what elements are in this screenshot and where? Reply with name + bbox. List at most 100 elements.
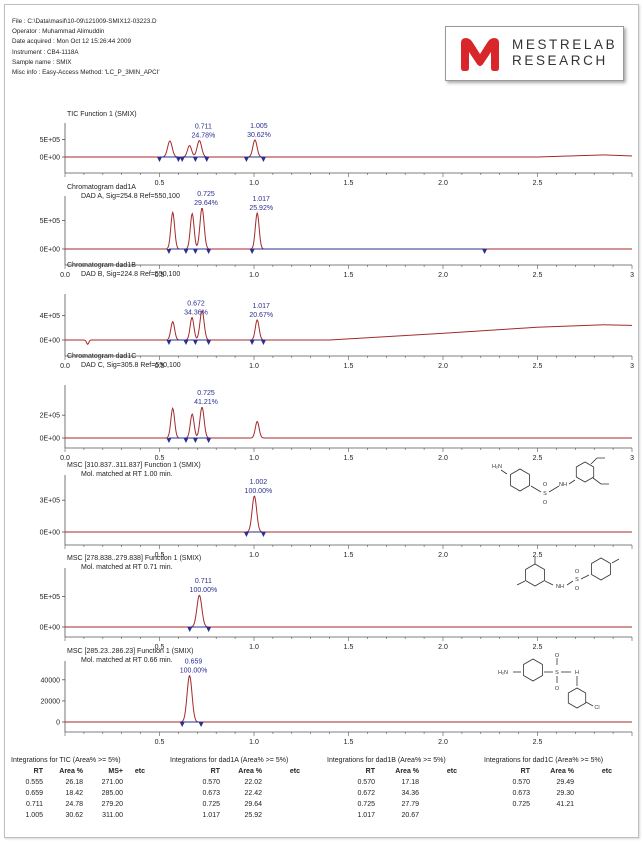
column-header: RT <box>520 768 530 775</box>
integration-marker <box>175 157 181 162</box>
x-tick-label: 1.5 <box>344 180 354 187</box>
report-page: File : C:\Data\masif\10-09\121009-SMIX12… <box>4 4 639 838</box>
logo-line: MESTRELAB <box>512 37 618 52</box>
x-tick-label: 1.5 <box>344 363 354 370</box>
x-tick-label: 2.5 <box>533 363 543 370</box>
x-tick-label: 2.0 <box>438 363 448 370</box>
peak-label: 25.92% <box>249 205 273 212</box>
table-cell: 1.017 <box>357 812 375 819</box>
logo-line: RESEARCH <box>512 53 608 68</box>
x-tick-label: 0.5 <box>155 272 165 279</box>
integration-marker <box>260 340 266 345</box>
mestrelab-logo: MESTRELAB RESEARCH <box>445 26 624 81</box>
file-info-line: Operator : Muhammad Alimuddin <box>12 28 105 36</box>
atom-label: S <box>543 491 547 497</box>
chromatogram-trace <box>65 407 632 439</box>
chromatogram-trace <box>65 674 632 723</box>
x-tick-label: 2.0 <box>438 455 448 462</box>
peak-label: 0.659 <box>185 659 203 666</box>
panel-subtitle: Mol. matched at RT 0.66 min. <box>81 657 173 664</box>
table-cell: 17.18 <box>401 779 419 786</box>
x-tick-label: 3 <box>630 363 634 370</box>
table-title: Integrations for dad1A (Area% >= 5%) <box>170 757 289 764</box>
x-tick-label: 1.0 <box>249 180 259 187</box>
x-tick-label: 0.5 <box>155 455 165 462</box>
x-tick-label: 2.5 <box>533 272 543 279</box>
table-cell: 0.570 <box>202 779 220 786</box>
chromatogram-trace <box>65 495 632 533</box>
table-cell: 0.659 <box>25 790 43 797</box>
integration-marker <box>249 249 255 254</box>
table-cell: 29.64 <box>244 801 262 808</box>
column-header: Area % <box>59 768 83 775</box>
y-tick-label: 3E+05 <box>40 498 61 505</box>
panel-subtitle: DAD A, Sig=254.8 Ref=550,100 <box>81 193 180 200</box>
integration-marker <box>183 340 189 345</box>
x-tick-label: 3 <box>630 272 634 279</box>
pyrimidine-ring <box>525 563 545 587</box>
bond <box>544 580 554 586</box>
bond <box>611 558 620 564</box>
x-tick-label: 1.0 <box>249 455 259 462</box>
y-tick-label: 5E+05 <box>40 594 61 601</box>
atom-label: H₂N <box>498 670 508 676</box>
bond <box>590 457 605 465</box>
column-header: etc <box>446 768 457 775</box>
benzene-ring <box>510 468 530 492</box>
peak-label: 20.67% <box>249 312 273 319</box>
pyrimidine-ring <box>575 461 595 483</box>
integration-marker <box>206 249 212 254</box>
chart-panel-5: MSC [310.837..311.837] Function 1 (SMIX)… <box>40 457 633 559</box>
integration-marker <box>192 340 198 345</box>
integration-marker <box>206 438 212 443</box>
bond <box>500 469 508 475</box>
table-cell: 29.49 <box>556 779 574 786</box>
x-tick-label: 0.5 <box>155 180 165 187</box>
table-cell: 1.005 <box>25 812 43 819</box>
atom-label: O <box>575 586 580 592</box>
integration-marker <box>206 340 212 345</box>
table-cell: 41.21 <box>556 801 574 808</box>
table-cell: 311.00 <box>102 812 123 819</box>
table-cell: 0.725 <box>512 801 530 808</box>
molecule-sulfachloropyridazine: H₂N S O O H Cl <box>498 653 600 711</box>
molecule-sulfadimethoxine: H₂N S NH O O <box>492 457 609 506</box>
table-title: Integrations for dad1C (Area% >= 5%) <box>484 757 604 764</box>
peak-label: 24.78% <box>192 133 216 140</box>
file-info: File : C:\Data\masif\10-09\121009-SMIX12… <box>12 17 160 78</box>
panel-subtitle: DAD C, Sig=305.8 Ref=550,100 <box>81 362 181 369</box>
integration-marker <box>187 627 193 632</box>
table-cell: 27.79 <box>401 801 419 808</box>
benzene-ring <box>591 557 611 581</box>
panel-title: Chromatogram dad1A <box>67 184 136 191</box>
file-info-line: Sample name : SMIX <box>12 58 72 66</box>
chromatogram-trace <box>65 594 632 628</box>
peak-label: 100.00% <box>180 668 208 675</box>
y-tick-label: 0E+00 <box>40 625 61 632</box>
table-cell: 0.673 <box>512 790 530 797</box>
atom-label: H₂N <box>492 464 502 470</box>
x-tick-label: 0.5 <box>155 739 165 745</box>
integration-marker <box>183 438 189 443</box>
atom-label: O <box>543 482 548 488</box>
bond <box>566 580 574 586</box>
bond <box>585 701 594 707</box>
peak-label: 0.725 <box>197 390 215 397</box>
peak-label: 100.00% <box>245 488 273 495</box>
peak-label: 1.017 <box>252 196 270 203</box>
file-info-line: Misc info : Easy-Access Method: 'LC_P_3M… <box>12 69 160 77</box>
chart-panel-2: Chromatogram dad1A DAD A, Sig=254.8 Ref=5… <box>40 184 635 279</box>
x-tick-label: 1.5 <box>344 272 354 279</box>
atom-label: O <box>555 653 560 659</box>
table-cell: 0.555 <box>25 779 43 786</box>
logo-m-icon <box>461 38 499 71</box>
peak-label: 100.00% <box>190 587 218 594</box>
atom-label: NH <box>556 584 564 590</box>
atom-label: NH <box>559 482 567 488</box>
integration-marker <box>243 532 249 537</box>
table-cell: 30.62 <box>65 812 83 819</box>
peak-label: 0.711 <box>195 124 212 131</box>
atom-label: O <box>555 686 560 692</box>
panel-subtitle: Mol. matched at RT 1.00 min. <box>81 471 173 478</box>
x-tick-label: 0.5 <box>155 363 165 370</box>
